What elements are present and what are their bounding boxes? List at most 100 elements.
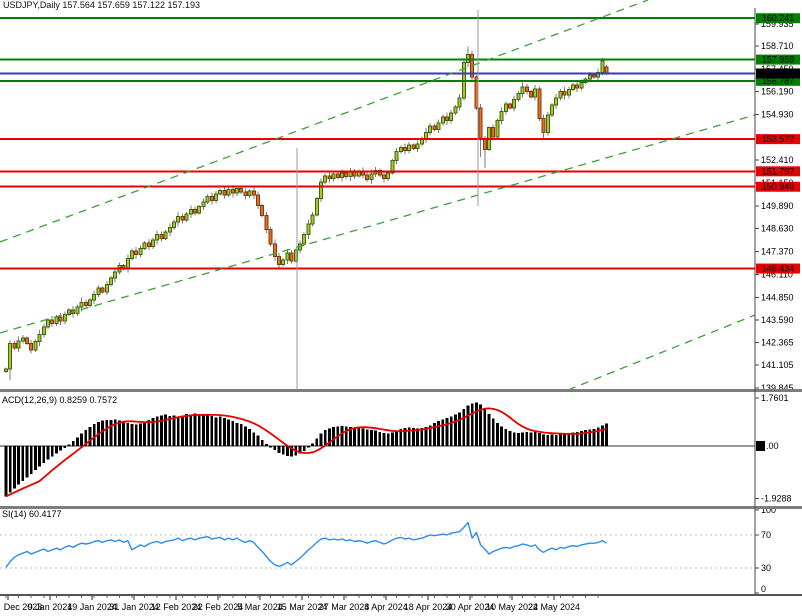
price-badge-support	[756, 263, 800, 274]
candle-down	[146, 242, 151, 247]
price-badge-resistance	[756, 13, 800, 24]
price-tick-label: 141.105	[761, 360, 794, 370]
candle-up	[138, 247, 143, 256]
candle-down	[159, 234, 164, 239]
macd-bar	[286, 446, 289, 456]
macd-bar	[395, 430, 398, 446]
candle-up	[218, 189, 223, 195]
candle-down	[222, 189, 227, 196]
macd-scale-label: -1.9288	[761, 494, 792, 504]
macd-bar	[269, 446, 272, 448]
candle-down	[58, 316, 63, 322]
price-tick-label: 142.365	[761, 337, 794, 347]
macd-bar	[458, 412, 461, 446]
price-badge-label: 151.797	[762, 166, 795, 176]
price-tick-label: 143.590	[761, 315, 794, 325]
candle-up	[331, 173, 336, 180]
candle-down	[29, 342, 34, 351]
candle-down	[592, 74, 596, 78]
candle-up	[151, 239, 155, 247]
rsi-line	[5, 521, 607, 568]
macd-bar	[231, 420, 235, 446]
macd-bar	[155, 416, 159, 446]
candle-up	[495, 119, 500, 138]
trend-channel-dashed-line[interactable]	[567, 314, 756, 391]
price-badge-label: 150.946	[762, 182, 795, 192]
candle-up	[319, 181, 323, 199]
date-label: 18 Apr 2024	[404, 602, 453, 612]
macd-bar	[407, 427, 411, 446]
macd-bar	[470, 403, 474, 446]
candle-up	[197, 206, 202, 214]
candle-up	[155, 234, 160, 241]
candle-up	[75, 306, 80, 315]
panel-separator[interactable]	[0, 506, 802, 509]
macd-bar	[218, 416, 222, 446]
macd-bar	[302, 446, 306, 451]
candle-down	[335, 173, 340, 179]
candle-down	[264, 215, 269, 230]
candle-up	[33, 341, 38, 351]
price-badge-label: 156.787	[762, 76, 795, 86]
macd-bar	[445, 418, 449, 446]
candle-down	[268, 228, 273, 245]
candle-up	[188, 208, 193, 215]
candle-up	[520, 86, 525, 94]
macd-bar	[504, 429, 508, 446]
macd-bar	[554, 435, 558, 446]
candle-up	[436, 122, 441, 131]
panel-separator[interactable]	[0, 389, 802, 392]
macd-bar	[496, 422, 499, 446]
rsi-scale-label: 30	[761, 563, 771, 573]
macd-bar	[340, 425, 344, 446]
candle-down	[524, 86, 529, 92]
date-label: 12 Feb 2024	[151, 602, 202, 612]
date-label: 15 Mar 2024	[277, 602, 328, 612]
macd-bar	[55, 446, 58, 454]
candle-up	[310, 214, 315, 225]
macd-bar	[134, 424, 138, 446]
macd-indicator-label: ACD(12,26,9) 0.8259 0.7572	[2, 395, 117, 405]
candle-up	[79, 302, 84, 308]
candle-down	[482, 138, 487, 150]
macd-bar	[206, 414, 209, 446]
trend-channel-dashed-line[interactable]	[0, 114, 756, 334]
macd-bar	[361, 428, 365, 446]
candle-up	[348, 171, 353, 178]
price-badge-resistance	[756, 54, 800, 65]
macd-bar	[357, 428, 361, 446]
macd-bar	[239, 424, 243, 446]
price-tick-label: 147.370	[761, 247, 794, 257]
macd-bar	[546, 435, 550, 446]
macd-bar	[34, 446, 37, 470]
macd-bar	[185, 413, 188, 446]
price-badge-support	[756, 134, 800, 145]
macd-bar	[298, 446, 302, 454]
macd-bar	[281, 446, 285, 455]
candle-up	[109, 277, 113, 286]
macd-bar	[517, 432, 520, 446]
date-label: 5 Mar 2024	[237, 602, 283, 612]
macd-bar	[109, 420, 113, 446]
macd-bar	[416, 428, 419, 446]
candle-down	[508, 103, 512, 109]
candle-up	[428, 125, 433, 133]
candle-down	[382, 174, 386, 180]
chart-bottom-border	[0, 594, 802, 596]
price-tick-label: 139.845	[761, 383, 794, 393]
trend-channel-dashed-line[interactable]	[0, 0, 649, 243]
macd-bar	[13, 446, 16, 489]
macd-bar	[105, 419, 109, 446]
candle-down	[230, 188, 235, 194]
macd-zero-badge	[756, 441, 765, 451]
date-label: 31 Jan 2024	[109, 602, 159, 612]
candle-up	[587, 74, 592, 80]
macd-bar	[307, 446, 310, 448]
candle-down	[478, 107, 483, 140]
macd-bar	[559, 434, 562, 446]
candle-up	[54, 316, 59, 325]
price-tick-label: 149.890	[761, 201, 794, 211]
candle-up	[92, 294, 97, 301]
